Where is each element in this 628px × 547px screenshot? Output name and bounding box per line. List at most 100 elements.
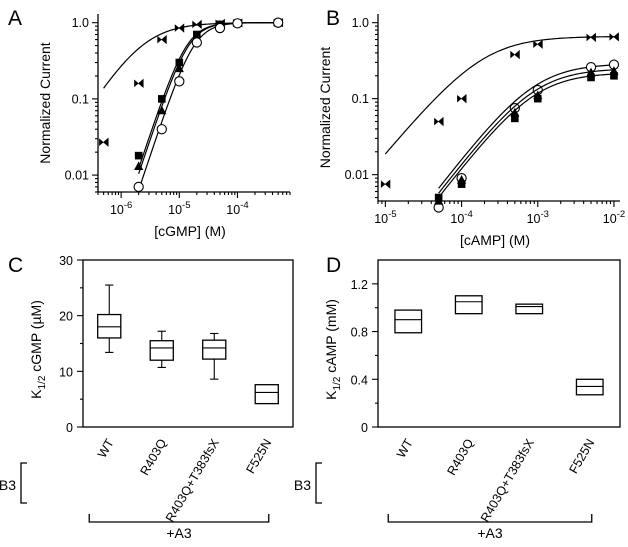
data-point-circle-shape: [174, 76, 185, 87]
x-tick-label: 10-5: [168, 200, 190, 217]
box-wt: [97, 284, 122, 353]
data-point-triangle: [157, 105, 167, 115]
x-tick-label: 10-2: [603, 209, 625, 226]
data-point-bowtie-shape-l: [174, 24, 180, 32]
data-point-bowtie-shape-r: [460, 93, 467, 104]
data-point-bowtie-shape-r: [384, 179, 391, 189]
box-body: [575, 378, 604, 396]
y-axis-label-main: K: [323, 390, 339, 400]
data-point-bowtie-shape-l: [586, 33, 592, 42]
a3-bracket: [387, 514, 593, 523]
data-point-bowtie: [510, 49, 520, 60]
data-point-circle: [133, 181, 144, 193]
y-axis-label-main: K: [28, 389, 44, 399]
panel-letter-a: A: [8, 7, 22, 30]
bracket-label-a3: +A3: [166, 525, 192, 541]
data-point-circle: [191, 37, 202, 48]
y-tick-label: 1.0: [72, 16, 89, 30]
y-tick-label: 0.01: [345, 168, 369, 182]
data-point-bowtie-shape-l: [192, 20, 197, 29]
y-tick-label: 1.0: [352, 16, 369, 30]
y-tick-label: 0.1: [352, 92, 369, 106]
data-point-circle-shape: [133, 181, 144, 193]
data-point-bowtie-shape-l: [99, 138, 104, 147]
data-point-square-shape: [158, 95, 166, 103]
x-tick-label-base: 10: [374, 212, 388, 226]
x-tick-label-base: 10: [450, 212, 464, 226]
x-tick-label-exp: -2: [617, 209, 625, 220]
x-tick-label-exp: -5: [388, 209, 396, 220]
category-label: F525N: [243, 437, 274, 477]
data-point-bowtie-shape-r: [438, 116, 444, 127]
data-point-bowtie: [434, 116, 444, 127]
y-tick-label: 0: [66, 421, 73, 435]
series-curve-circle: [438, 64, 615, 189]
y-tick-label: 0.01: [65, 169, 89, 183]
series-curve-bowtie: [103, 22, 279, 89]
x-tick-label: 10-5: [374, 209, 396, 226]
x-tick-label: 10-3: [527, 209, 549, 226]
y-axis-label-sub: 1/2: [332, 376, 343, 390]
data-point-bowtie: [157, 34, 167, 45]
data-point-square: [134, 151, 143, 160]
data-point-square: [533, 94, 542, 103]
category-label: R403Q+T383fsX: [478, 436, 537, 525]
x-tick-label: 10-4: [450, 209, 472, 226]
data-point-bowtie-shape-l: [157, 35, 162, 44]
data-point-bowtie: [457, 93, 467, 104]
x-tick-label-exp: -3: [540, 209, 548, 220]
data-point-triangle-shape: [510, 107, 520, 117]
box-body: [515, 303, 544, 315]
box-f525n: [575, 378, 604, 396]
data-point-square-shape: [134, 151, 143, 160]
y-axis-label: K1/2 cAMP (mM): [323, 299, 343, 400]
data-point-circle-shape: [214, 22, 226, 34]
data-point-square-shape: [457, 180, 466, 188]
y-axis-label: Normalized Current: [37, 42, 53, 163]
data-point-circle-shape: [156, 124, 167, 135]
data-point-bowtie: [174, 23, 185, 33]
data-point-circle: [214, 22, 226, 34]
y-axis-label: Normalized Current: [317, 47, 333, 168]
category-label: WT: [95, 436, 117, 460]
category-label: WT: [394, 436, 416, 460]
data-point-triangle-shape: [157, 105, 167, 115]
data-point-square: [434, 193, 443, 202]
x-tick-label-exp: -6: [124, 200, 132, 211]
x-tick-label-base: 10: [603, 212, 617, 226]
plot-b: 0.01 0.1 1.0 [cAMP] (M) Normalized Current: [317, 14, 620, 248]
box-r403q-t383fsx: [515, 303, 544, 315]
x-axis-label: [cGMP] (M): [154, 223, 226, 239]
box-body: [97, 313, 122, 339]
data-point-circle: [174, 76, 185, 87]
x-tick-label: 10-4: [226, 200, 248, 217]
data-point-bowtie: [380, 179, 391, 189]
data-point-bowtie: [586, 32, 596, 43]
data-point-bowtie-shape-r: [613, 32, 619, 42]
y-axis-label-rest: cAMP (mM): [323, 299, 339, 377]
box-body: [254, 384, 279, 405]
box-body: [394, 309, 423, 334]
data-point-bowtie-shape-r: [196, 19, 202, 30]
category-label: R403Q: [444, 436, 476, 478]
group-label-b3: B3: [0, 477, 16, 493]
data-point-bowtie-shape-r: [537, 39, 543, 49]
y-tick-label: 30: [59, 254, 73, 268]
data-point-square: [511, 114, 519, 123]
x-axis-label: [cAMP] (M): [460, 232, 530, 248]
series-curve-square: [438, 73, 615, 198]
y-axis-label: K1/2 cGMP (µM): [28, 300, 48, 399]
group-label-b3: B3: [294, 477, 311, 493]
plot-frame-d: [377, 259, 621, 428]
plot-a: 0.01 0.1 1.0 [cGMP] (M) Normalized Current: [37, 14, 291, 239]
data-point-bowtie: [533, 39, 543, 49]
y-tick-label: 0.4: [351, 373, 368, 387]
data-point-circle: [156, 124, 167, 135]
x-tick-label-base: 10: [110, 203, 124, 217]
x-tick-label-base: 10: [527, 212, 541, 226]
box-r403q: [454, 295, 483, 315]
bracket-label-a3: +A3: [477, 525, 503, 541]
data-point-square-shape: [610, 71, 618, 80]
group-bracket: [20, 462, 27, 504]
